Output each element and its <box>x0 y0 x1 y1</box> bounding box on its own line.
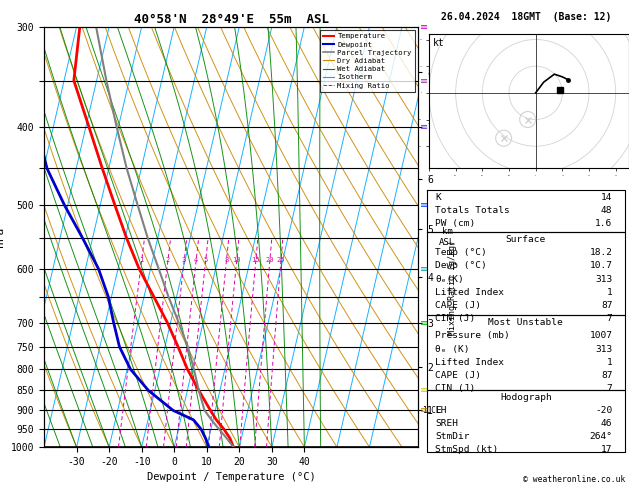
Text: SREH: SREH <box>435 419 458 428</box>
Text: 4: 4 <box>194 257 198 263</box>
Text: θₑ(K): θₑ(K) <box>435 275 464 284</box>
Y-axis label: hPa: hPa <box>0 227 5 247</box>
Text: ≡: ≡ <box>420 200 428 210</box>
Text: 313: 313 <box>595 345 613 354</box>
Text: 1.6: 1.6 <box>595 219 613 228</box>
Text: ≡: ≡ <box>420 405 428 416</box>
Y-axis label: km
ASL: km ASL <box>439 227 455 246</box>
Text: CIN (J): CIN (J) <box>435 384 476 393</box>
Text: CAPE (J): CAPE (J) <box>435 371 481 380</box>
Text: 7: 7 <box>607 314 613 323</box>
Text: 46: 46 <box>601 419 613 428</box>
Text: Lifted Index: Lifted Index <box>435 288 504 297</box>
Text: ≡: ≡ <box>420 317 428 328</box>
Text: 1: 1 <box>607 358 613 367</box>
Text: -20: -20 <box>595 406 613 415</box>
Text: 3: 3 <box>182 257 186 263</box>
Text: 15: 15 <box>252 257 260 263</box>
Text: 7: 7 <box>607 384 613 393</box>
Text: 25: 25 <box>277 257 285 263</box>
Text: Lifted Index: Lifted Index <box>435 358 504 367</box>
Text: Totals Totals: Totals Totals <box>435 206 510 215</box>
Text: Pressure (mb): Pressure (mb) <box>435 331 510 341</box>
Text: 10: 10 <box>232 257 241 263</box>
Text: CAPE (J): CAPE (J) <box>435 301 481 310</box>
Text: 87: 87 <box>601 301 613 310</box>
Text: 10.7: 10.7 <box>589 261 613 271</box>
Text: 20: 20 <box>265 257 274 263</box>
Text: 2: 2 <box>165 257 170 263</box>
Text: 87: 87 <box>601 371 613 380</box>
Text: Mixing Ratio (g/kg): Mixing Ratio (g/kg) <box>448 240 457 335</box>
Text: © weatheronline.co.uk: © weatheronline.co.uk <box>523 474 626 484</box>
Title: 40°58'N  28°49'E  55m  ASL: 40°58'N 28°49'E 55m ASL <box>133 13 329 26</box>
Text: 26.04.2024  18GMT  (Base: 12): 26.04.2024 18GMT (Base: 12) <box>441 12 611 22</box>
Text: Hodograph: Hodograph <box>500 393 552 402</box>
Text: 5: 5 <box>203 257 208 263</box>
Text: Dewp (°C): Dewp (°C) <box>435 261 487 271</box>
Text: StmDir: StmDir <box>435 432 470 441</box>
Text: 313: 313 <box>595 275 613 284</box>
Text: 18.2: 18.2 <box>589 248 613 258</box>
Legend: Temperature, Dewpoint, Parcel Trajectory, Dry Adiabat, Wet Adiabat, Isotherm, Mi: Temperature, Dewpoint, Parcel Trajectory… <box>320 30 415 91</box>
Text: kt: kt <box>433 38 445 48</box>
Text: ≡: ≡ <box>420 264 428 274</box>
Text: 48: 48 <box>601 206 613 215</box>
Text: 1LCL: 1LCL <box>422 406 440 415</box>
Text: PW (cm): PW (cm) <box>435 219 476 228</box>
Text: EH: EH <box>435 406 447 415</box>
Text: 1: 1 <box>607 288 613 297</box>
Text: ≡: ≡ <box>420 122 428 132</box>
Text: 14: 14 <box>601 193 613 202</box>
Text: 264°: 264° <box>589 432 613 441</box>
Text: θₑ (K): θₑ (K) <box>435 345 470 354</box>
Text: Surface: Surface <box>506 235 546 244</box>
X-axis label: Dewpoint / Temperature (°C): Dewpoint / Temperature (°C) <box>147 472 316 483</box>
Text: CIN (J): CIN (J) <box>435 314 476 323</box>
Text: 8: 8 <box>224 257 228 263</box>
Text: StmSpd (kt): StmSpd (kt) <box>435 445 498 454</box>
Text: 17: 17 <box>601 445 613 454</box>
Text: 1007: 1007 <box>589 331 613 341</box>
Text: Most Unstable: Most Unstable <box>489 318 563 328</box>
Text: K: K <box>435 193 441 202</box>
Text: Temp (°C): Temp (°C) <box>435 248 487 258</box>
Text: ≡: ≡ <box>420 385 428 396</box>
Text: ≡: ≡ <box>420 75 428 86</box>
Text: ≡: ≡ <box>420 22 428 32</box>
Text: 1: 1 <box>139 257 143 263</box>
